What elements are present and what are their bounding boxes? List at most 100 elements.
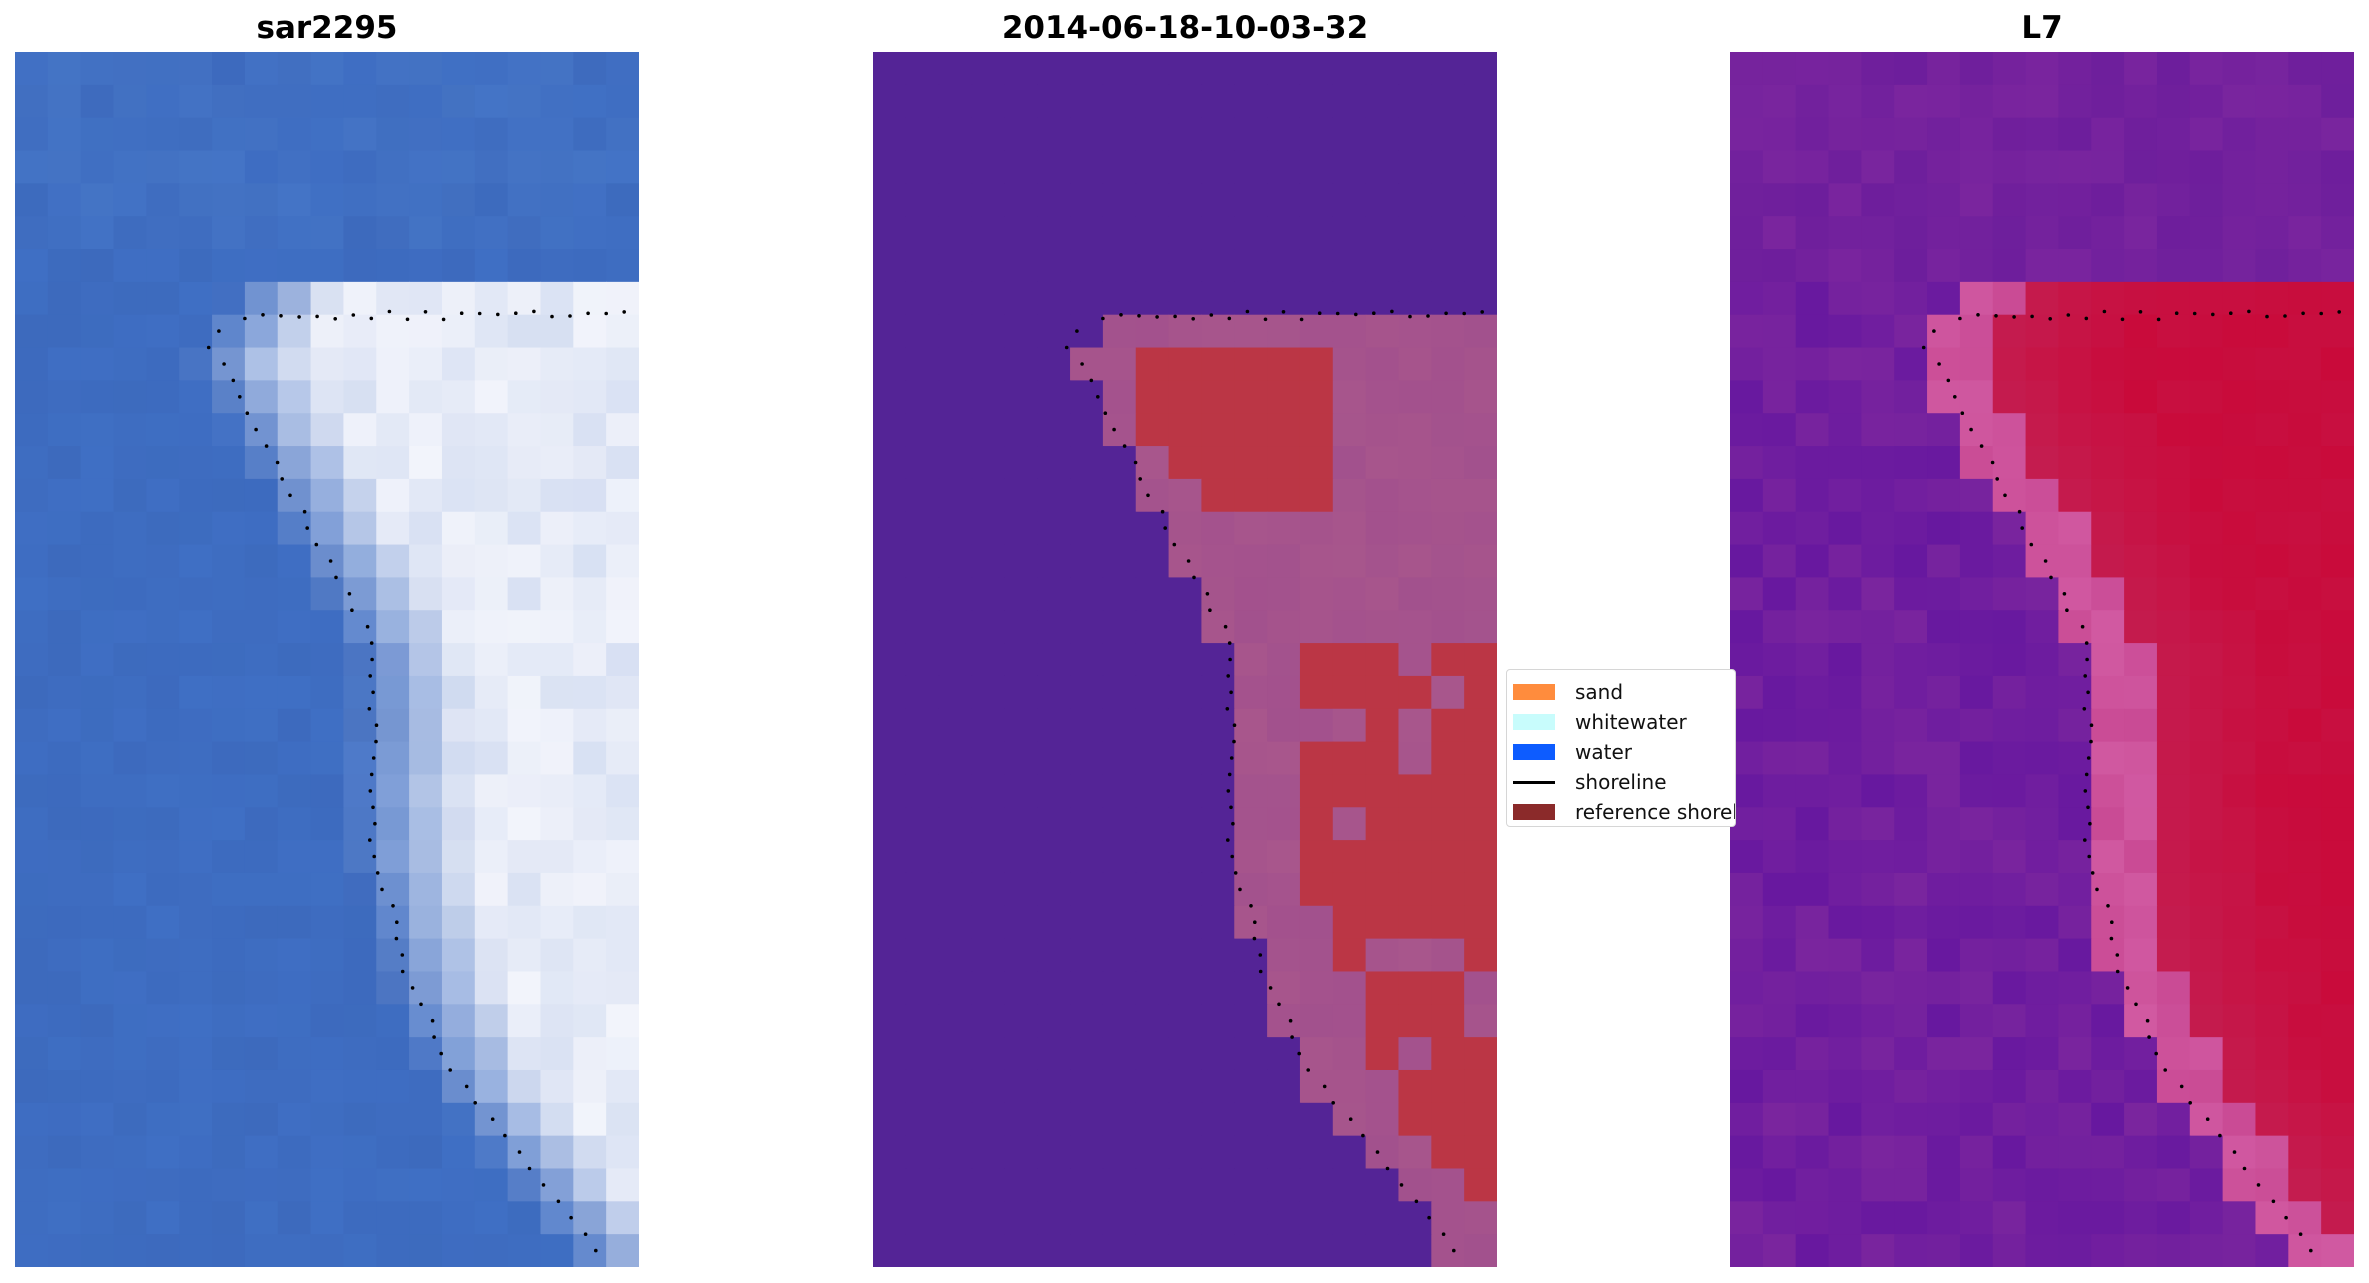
image-pixel [179,938,213,973]
image-pixel [573,52,607,86]
class-pixel [1037,511,1071,546]
index-pixel [2091,938,2125,973]
shoreline-point [374,723,379,727]
class-pixel [1070,249,1104,283]
image-pixel [80,1135,115,1170]
image-pixel [310,117,345,152]
index-pixel [1828,577,1862,611]
image-pixel [343,1069,377,1104]
index-pixel [2321,249,2354,283]
index-pixel [1861,413,1895,447]
image-pixel [146,905,180,940]
index-pixel [2222,675,2257,710]
image-pixel [277,1201,312,1235]
class-pixel [1234,183,1268,217]
image-pixel [573,577,607,611]
class-pixel [873,52,907,86]
image-pixel [409,971,443,1005]
class-pixel [1201,1234,1235,1267]
index-pixel [2288,314,2322,349]
image-pixel [179,1135,213,1170]
index-pixel [2222,872,2257,907]
class-pixel [1234,1037,1268,1071]
shoreline-point [1921,345,1926,350]
class-pixel [1267,183,1301,217]
index-pixel [2321,643,2354,677]
image-pixel [310,52,345,86]
image-pixel [80,478,115,513]
index-pixel [1795,446,1830,480]
shoreline-point [243,316,247,321]
index-pixel [1959,1102,1994,1137]
class-pixel [1102,1004,1137,1038]
class-pixel [1398,708,1432,743]
image-pixel [441,314,476,349]
class-pixel [1234,150,1268,184]
index-pixel [1828,807,1862,841]
image-pixel [244,741,279,776]
index-pixel [1959,938,1994,973]
image-pixel [310,938,345,973]
shoreline-point [1138,477,1142,481]
index-pixel [1795,511,1830,546]
index-pixel [2058,905,2092,940]
class-pixel [1004,905,1038,940]
image-pixel [409,610,443,644]
image-pixel [212,249,246,283]
shoreline-point [2163,1068,2167,1072]
index-pixel [1959,446,1994,480]
class-pixel [1431,216,1465,250]
image-pixel [179,971,213,1005]
class-pixel [873,971,907,1005]
shoreline-point [372,854,377,859]
class-pixel [1431,478,1465,513]
image-pixel [409,478,443,513]
class-pixel [873,741,907,776]
index-pixel [1730,413,1764,447]
shoreline-point [1252,936,1257,941]
index-pixel [2189,971,2224,1005]
class-pixel [1267,741,1301,776]
index-pixel [2222,774,2257,808]
shoreline-point [2120,317,2125,322]
class-pixel [1070,413,1104,447]
image-pixel [212,84,246,119]
image-pixel [310,1102,345,1137]
image-pixel [409,840,443,874]
index-pixel [1959,511,1994,546]
shoreline-point [583,1232,588,1236]
image-pixel [15,314,49,349]
class-pixel [971,544,1005,579]
class-pixel [1135,1037,1170,1071]
index-pixel [1927,643,1961,677]
class-pixel [1332,1234,1367,1267]
image-pixel [573,1037,607,1071]
class-pixel [1037,347,1071,381]
class-pixel [1102,905,1137,940]
class-pixel [1332,708,1367,743]
index-pixel [1959,643,1994,677]
index-pixel [1730,872,1764,907]
class-pixel [905,774,940,808]
shoreline-point [1462,311,1466,316]
index-pixel [2189,281,2224,316]
index-pixel [2156,840,2191,874]
class-pixel [1102,1168,1137,1202]
class-pixel [1102,577,1137,611]
image-pixel [310,774,345,808]
class-pixel [873,577,907,611]
index-pixel [2058,478,2092,513]
class-pixel [873,774,907,808]
class-pixel [1168,544,1203,579]
class-pixel [1299,413,1334,447]
index-pixel [1762,1168,1797,1202]
index-pixel [1959,216,1994,250]
index-pixel [2156,314,2191,349]
class-pixel [1102,380,1137,414]
index-pixel [2156,971,2191,1005]
index-pixel [1992,216,2027,250]
class-pixel [1332,150,1367,184]
image-pixel [179,774,213,808]
image-pixel [376,774,410,808]
image-pixel [474,1135,509,1170]
